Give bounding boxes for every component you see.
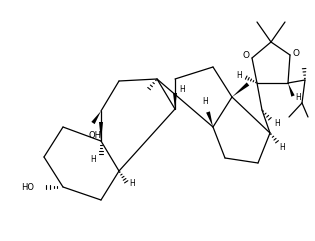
Text: O: O (293, 48, 300, 58)
Polygon shape (288, 83, 295, 97)
Polygon shape (173, 93, 177, 109)
Polygon shape (99, 122, 103, 141)
Polygon shape (206, 111, 213, 127)
Text: H: H (179, 85, 185, 94)
Text: H: H (90, 155, 96, 165)
Text: H: H (129, 179, 135, 187)
Text: OH: OH (89, 130, 101, 140)
Text: H: H (295, 94, 301, 102)
Text: HO: HO (21, 182, 34, 192)
Polygon shape (91, 111, 101, 124)
Text: H: H (279, 142, 285, 152)
Text: H: H (274, 119, 280, 127)
Text: O: O (243, 52, 249, 60)
Polygon shape (232, 82, 249, 97)
Text: H: H (236, 72, 242, 80)
Text: H: H (202, 98, 208, 107)
